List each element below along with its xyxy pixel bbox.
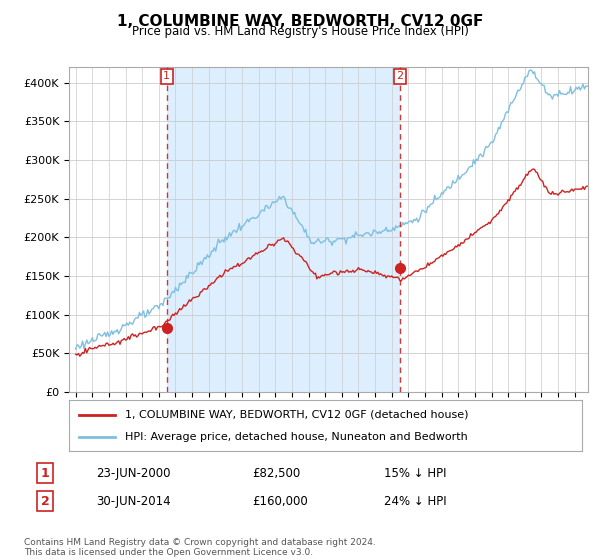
Text: 15% ↓ HPI: 15% ↓ HPI bbox=[384, 466, 446, 480]
Text: £160,000: £160,000 bbox=[252, 494, 308, 508]
Text: Contains HM Land Registry data © Crown copyright and database right 2024.
This d: Contains HM Land Registry data © Crown c… bbox=[24, 538, 376, 557]
Text: 1, COLUMBINE WAY, BEDWORTH, CV12 0GF: 1, COLUMBINE WAY, BEDWORTH, CV12 0GF bbox=[117, 14, 483, 29]
Text: 2: 2 bbox=[41, 494, 49, 508]
Text: 1: 1 bbox=[163, 72, 170, 82]
Text: HPI: Average price, detached house, Nuneaton and Bedworth: HPI: Average price, detached house, Nune… bbox=[125, 432, 468, 442]
Text: 23-JUN-2000: 23-JUN-2000 bbox=[96, 466, 170, 480]
Text: 24% ↓ HPI: 24% ↓ HPI bbox=[384, 494, 446, 508]
Text: 30-JUN-2014: 30-JUN-2014 bbox=[96, 494, 170, 508]
Text: 1, COLUMBINE WAY, BEDWORTH, CV12 0GF (detached house): 1, COLUMBINE WAY, BEDWORTH, CV12 0GF (de… bbox=[125, 409, 469, 419]
Text: Price paid vs. HM Land Registry's House Price Index (HPI): Price paid vs. HM Land Registry's House … bbox=[131, 25, 469, 38]
Text: £82,500: £82,500 bbox=[252, 466, 300, 480]
Text: 1: 1 bbox=[41, 466, 49, 480]
Text: 2: 2 bbox=[397, 72, 404, 82]
Bar bbox=[167, 67, 400, 392]
